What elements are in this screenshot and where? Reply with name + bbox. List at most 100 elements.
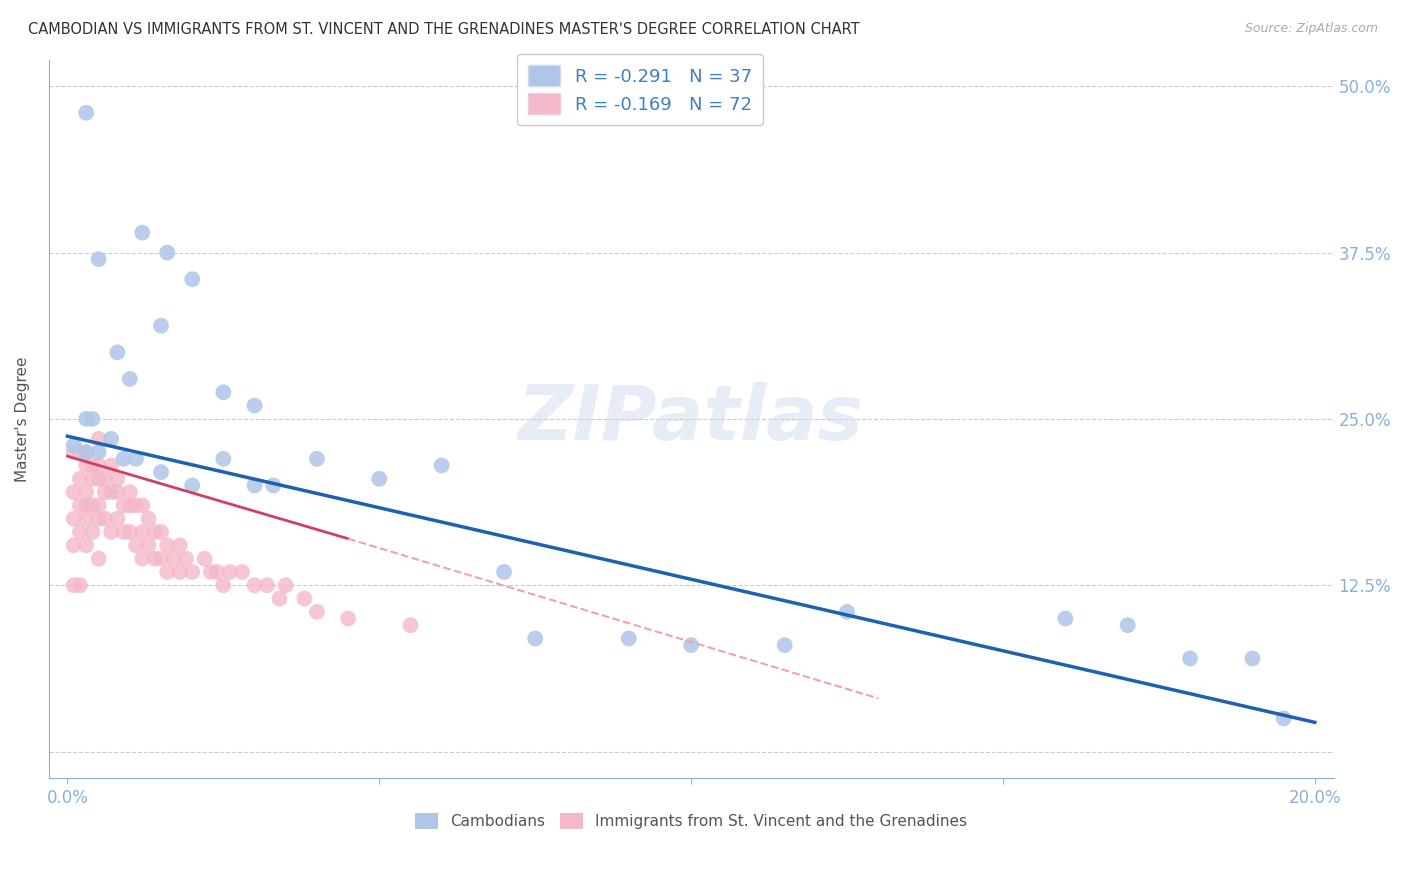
Point (112, 451, 135, 466)
Point (256, 578, 278, 592)
Point (105, 345, 128, 359)
Point (125, 451, 148, 466)
Point (118, 499, 141, 513)
Point (262, 478, 284, 492)
Point (274, 578, 297, 592)
Point (62, 438, 84, 452)
Point (1241, 651, 1264, 665)
Point (835, 605, 858, 619)
Point (131, 226, 153, 240)
Point (337, 611, 360, 625)
Point (69, 445, 91, 459)
Point (75, 105, 97, 120)
Point (773, 638, 796, 652)
Point (243, 399, 266, 413)
Point (169, 565, 191, 579)
Point (131, 551, 153, 566)
Point (212, 578, 235, 592)
Legend: Cambodians, Immigrants from St. Vincent and the Grenadines: Cambodians, Immigrants from St. Vincent … (409, 807, 973, 835)
Point (617, 632, 640, 646)
Point (305, 605, 328, 619)
Point (181, 565, 204, 579)
Point (138, 512, 160, 526)
Point (94, 472, 117, 486)
Point (200, 565, 222, 579)
Point (138, 538, 160, 552)
Point (205, 565, 228, 579)
Point (294, 591, 316, 606)
Point (75, 445, 97, 459)
Y-axis label: Master's Degree: Master's Degree (15, 356, 30, 482)
Point (62, 578, 84, 592)
Point (156, 538, 179, 552)
Point (174, 551, 197, 566)
Point (87, 472, 110, 486)
Point (62, 538, 84, 552)
Point (87, 551, 110, 566)
Point (150, 465, 173, 479)
Point (87, 458, 110, 473)
Point (181, 272, 204, 286)
Point (69, 472, 91, 486)
Point (118, 372, 141, 386)
Point (194, 551, 217, 566)
Point (1178, 651, 1201, 665)
Point (94, 512, 117, 526)
Point (105, 472, 128, 486)
Point (75, 512, 97, 526)
Point (681, 638, 703, 652)
Point (143, 524, 166, 539)
Point (231, 565, 253, 579)
Point (82, 472, 104, 486)
Point (87, 445, 110, 459)
Point (100, 485, 122, 500)
Point (75, 445, 97, 459)
Point (131, 499, 153, 513)
Point (143, 551, 166, 566)
Point (100, 432, 122, 446)
Point (112, 499, 135, 513)
Point (125, 499, 148, 513)
Point (169, 538, 191, 552)
Point (69, 499, 91, 513)
Point (1272, 711, 1295, 725)
Point (87, 432, 110, 446)
Point (75, 412, 97, 426)
Point (162, 551, 184, 566)
Point (62, 445, 84, 459)
Point (243, 478, 266, 492)
Text: ZIPatlas: ZIPatlas (519, 382, 865, 456)
Point (62, 485, 84, 500)
Point (75, 538, 97, 552)
Point (100, 458, 122, 473)
Point (118, 524, 141, 539)
Point (82, 499, 104, 513)
Text: Source: ZipAtlas.com: Source: ZipAtlas.com (1244, 22, 1378, 36)
Point (181, 478, 204, 492)
Point (305, 451, 328, 466)
Point (118, 485, 141, 500)
Point (69, 524, 91, 539)
Point (131, 524, 153, 539)
Point (100, 524, 122, 539)
Point (492, 565, 515, 579)
Point (150, 318, 173, 333)
Point (150, 551, 173, 566)
Point (156, 565, 179, 579)
Point (87, 499, 110, 513)
Point (524, 632, 547, 646)
Point (1116, 618, 1139, 632)
Point (82, 458, 104, 473)
Point (269, 591, 291, 606)
Point (243, 578, 266, 592)
Point (112, 524, 135, 539)
Point (399, 618, 422, 632)
Point (430, 458, 453, 473)
Text: CAMBODIAN VS IMMIGRANTS FROM ST. VINCENT AND THE GRENADINES MASTER'S DEGREE CORR: CAMBODIAN VS IMMIGRANTS FROM ST. VINCENT… (28, 22, 859, 37)
Point (82, 412, 104, 426)
Point (105, 512, 128, 526)
Point (105, 485, 128, 500)
Point (75, 499, 97, 513)
Point (75, 485, 97, 500)
Point (150, 524, 173, 539)
